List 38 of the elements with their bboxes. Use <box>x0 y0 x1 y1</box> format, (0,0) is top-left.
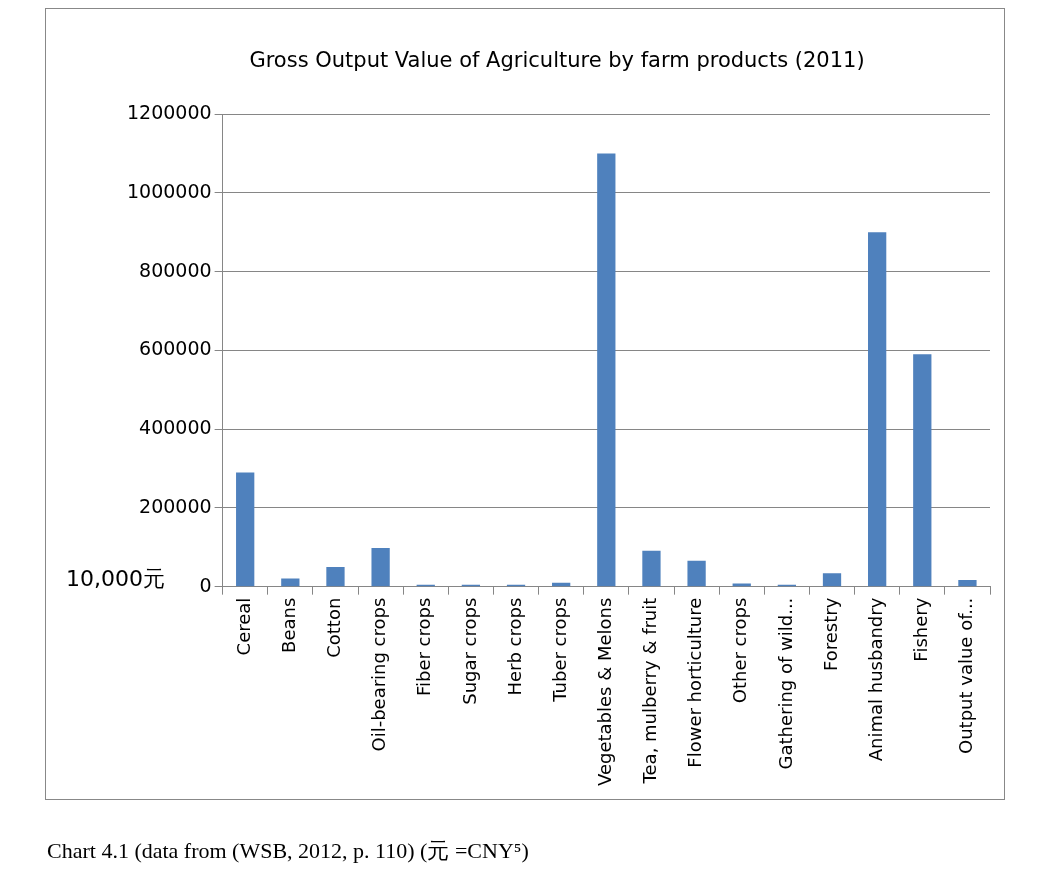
y-tick-label: 0 <box>199 573 212 596</box>
y-tick-label: 400000 <box>139 416 212 439</box>
x-tick-label: Beans <box>278 597 299 653</box>
chart-title: Gross Output Value of Agriculture by farm products (2011) <box>249 48 865 73</box>
bar <box>597 153 616 587</box>
y-tick-label: 800000 <box>139 258 212 281</box>
x-tick-label: Vegetables & Melons <box>593 597 615 786</box>
y-tick-label: 1000000 <box>126 179 212 202</box>
bar <box>958 579 977 587</box>
y-tick-label: 200000 <box>139 494 212 517</box>
x-tick-label: Output value of... <box>955 597 977 754</box>
bar <box>687 560 706 587</box>
bar <box>371 548 390 587</box>
x-tick-label: Animal husbandry <box>864 597 886 762</box>
x-tick-label: Cotton <box>323 597 345 658</box>
y-axis-title: 10,000元 <box>66 565 165 593</box>
bar <box>281 578 300 587</box>
bar <box>236 472 255 587</box>
x-tick-label: Tuber crops <box>548 597 570 703</box>
x-tick-label: Tea, mulberry & fruit <box>639 597 661 785</box>
bar <box>642 550 661 587</box>
x-tick-label: Herb crops <box>503 597 525 696</box>
x-tick-label: Gathering of wild... <box>774 597 796 770</box>
bar <box>326 566 345 587</box>
x-tick-label: Flower horticulture <box>684 597 706 768</box>
y-tick-label: 1200000 <box>126 101 212 124</box>
x-tick-label: Sugar crops <box>458 597 480 705</box>
caption: Chart 4.1 (data from (WSB, 2012, p. 110) (元 =CNY⁵) <box>47 837 529 865</box>
x-tick-label: Cereal <box>232 597 254 656</box>
x-tick-label: Other crops <box>729 597 751 704</box>
bar <box>868 232 887 587</box>
bar <box>913 354 932 587</box>
x-tick-label: Fiber crops <box>413 597 435 697</box>
x-tick-label: Oil-bearing crops <box>368 597 390 752</box>
bar <box>822 573 842 587</box>
x-tick-label: Forestry <box>819 597 841 671</box>
x-tick-label: Fishery <box>909 597 931 662</box>
y-tick-label: 600000 <box>139 337 212 360</box>
